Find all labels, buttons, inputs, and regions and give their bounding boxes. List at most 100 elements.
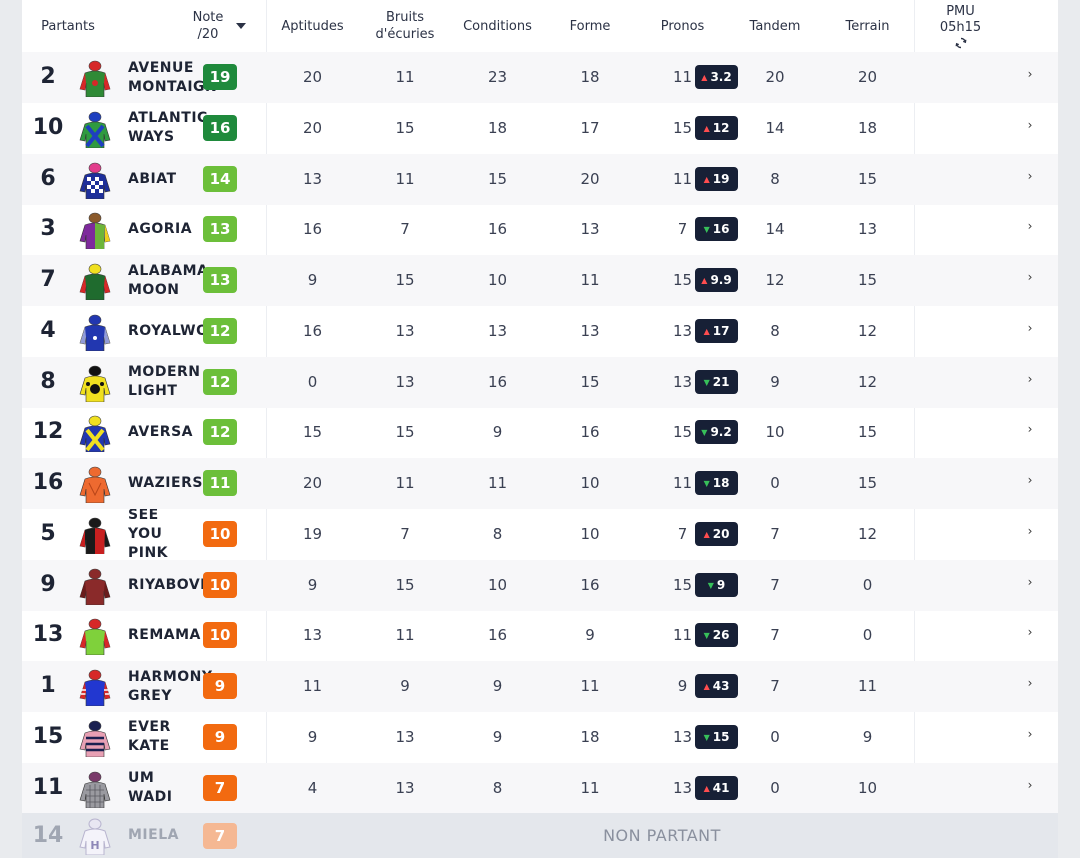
horse-name[interactable]: ATLANTIC WAYS xyxy=(128,110,208,146)
header-conditions[interactable]: Conditions xyxy=(463,18,532,34)
chevron-right-icon[interactable]: › xyxy=(1027,574,1033,589)
cell-conditions: 16 xyxy=(487,626,508,645)
header-forme[interactable]: Forme xyxy=(569,18,611,34)
odds-badge[interactable]: ▲ 3.2 xyxy=(695,65,738,89)
horse-name[interactable]: HARMONY GREY xyxy=(128,668,213,704)
horse-name[interactable]: REMAMA xyxy=(128,627,201,644)
odds-badge[interactable]: ▲ 43 xyxy=(695,674,738,698)
cell-conditions: 10 xyxy=(487,575,508,594)
table-row[interactable]: 7 ALABAMA MOON 13 9 15 10 11 15 12 15 ▲ 9.9 › xyxy=(22,255,1058,306)
horse-name[interactable]: ALABAMA MOON xyxy=(128,262,209,298)
horse-name[interactable]: MODERN LIGHT xyxy=(128,364,201,399)
table-row[interactable]: 3 AGORIA 13 16 7 16 13 7 14 13 ▼ 16 › xyxy=(22,204,1058,255)
note-badge: 11 xyxy=(203,470,237,496)
jockey-silk-icon xyxy=(79,212,111,250)
chevron-right-icon[interactable]: › xyxy=(1027,422,1033,437)
horse-name[interactable]: AGORIA xyxy=(128,221,193,238)
horse-name[interactable]: AVERSA xyxy=(128,424,193,441)
horse-number: 4 xyxy=(40,317,56,343)
cell-terrain: 12 xyxy=(857,524,878,543)
horse-name[interactable]: SEE YOU PINK xyxy=(128,508,169,560)
chevron-right-icon[interactable]: › xyxy=(1027,625,1033,640)
table-row[interactable]: 5 SEE YOU PINK 10 19 7 8 10 7 7 12 ▲ 20 › xyxy=(22,509,1058,560)
odds-badge[interactable]: ▲ 17 xyxy=(695,318,738,343)
chevron-right-icon[interactable]: › xyxy=(1027,523,1033,538)
odds-badge[interactable]: ▲ 19 xyxy=(695,166,738,191)
cell-tandem: 14 xyxy=(765,220,785,239)
header-pronos[interactable]: Pronos xyxy=(660,18,705,34)
chevron-right-icon[interactable]: › xyxy=(1027,676,1033,690)
chevron-right-icon[interactable]: › xyxy=(1027,168,1033,183)
cell-tandem: 10 xyxy=(765,423,785,442)
cell-forme: 20 xyxy=(580,169,600,188)
odds-badge[interactable]: ▼ 21 xyxy=(695,369,738,394)
cell-bruits: 11 xyxy=(395,68,415,86)
header-tandem[interactable]: Tandem xyxy=(749,18,801,34)
table-row[interactable]: 13 REMAMA 10 13 11 16 9 11 7 0 ▼ 26 › xyxy=(22,610,1058,661)
odds-badge[interactable]: ▲ 20 xyxy=(695,521,738,546)
header-aptitudes[interactable]: Aptitudes xyxy=(281,18,344,34)
table-row[interactable]: 9 RIYABOVKA 10 9 15 10 16 15 7 0 ▼ 9 › xyxy=(22,559,1058,611)
header-terrain[interactable]: Terrain xyxy=(845,18,890,34)
cell-terrain: 10 xyxy=(857,778,878,797)
odds-badge[interactable]: ▲ 12 xyxy=(695,115,738,140)
header-bruits[interactable]: Bruits d'écuries xyxy=(375,10,435,42)
horse-name[interactable]: EVER KATE xyxy=(128,719,171,755)
horse-number: 15 xyxy=(32,723,64,749)
odds-badge[interactable]: ▼ 9.2 xyxy=(695,420,738,445)
odds-badge[interactable]: ▼ 16 xyxy=(695,217,738,242)
horse-name[interactable]: UM WADI xyxy=(128,770,173,805)
chevron-right-icon[interactable]: › xyxy=(1027,473,1033,487)
table-row[interactable]: 2 AVENUE MONTAIGNE 19 20 11 23 18 11 20 20 ▲ 3.2 › xyxy=(22,52,1058,103)
odds-badge[interactable]: ▼ 9 xyxy=(695,572,738,597)
cell-tandem: 8 xyxy=(770,169,780,188)
jockey-silk-icon xyxy=(79,720,111,757)
chevron-right-icon[interactable]: › xyxy=(1027,777,1033,792)
chevron-right-icon[interactable]: › xyxy=(1027,67,1033,81)
table-row[interactable]: 11 UM WADI 7 4 13 8 11 13 0 10 ▲ 41 › xyxy=(22,762,1058,814)
cell-bruits: 15 xyxy=(395,271,415,289)
cell-tandem: 8 xyxy=(770,321,780,340)
chevron-right-icon[interactable]: › xyxy=(1027,270,1033,284)
cell-conditions: 13 xyxy=(487,321,508,340)
odds-badge[interactable]: ▼ 26 xyxy=(695,623,738,648)
table-row[interactable]: 1 HARMONY GREY 9 11 9 9 11 9 7 11 ▲ 43 › xyxy=(22,661,1058,712)
horse-name[interactable]: ROYALWOOD xyxy=(128,322,218,339)
header-note-label: Note xyxy=(192,10,224,25)
odds-badge[interactable]: ▼ 15 xyxy=(695,724,738,749)
table-row[interactable]: 4 ROYALWOOD121613131313812▲17› xyxy=(22,306,1058,357)
header-note-sort[interactable]: Note /20 xyxy=(174,0,266,52)
cell-pronos: 11 xyxy=(672,169,693,188)
table-row[interactable]: 12 AVERSA 12 15 15 9 16 15 10 15 ▼ 9.2 › xyxy=(22,407,1058,458)
horse-name[interactable]: AVENUE MONTAIGNE xyxy=(128,59,218,95)
table-row[interactable]: 10 ATLANTIC WAYS 16 20 15 18 17 15 14 18 ▲ 12 › xyxy=(22,103,1058,154)
refresh-icon[interactable] xyxy=(955,37,967,49)
cell-bruits: 11 xyxy=(395,169,415,188)
note-badge: 13 xyxy=(203,267,237,293)
chevron-right-icon[interactable]: › xyxy=(1027,320,1033,335)
jockey-silk-icon xyxy=(79,669,111,706)
cell-pronos: 11 xyxy=(672,626,693,645)
cell-forme: 11 xyxy=(580,271,600,289)
table-row[interactable]: 16 WAZIERS 11 20 11 11 10 11 0 15 ▼ 18 › xyxy=(22,458,1058,509)
chevron-right-icon[interactable]: › xyxy=(1027,726,1033,741)
odds-badge[interactable]: ▼ 18 xyxy=(695,471,738,495)
table-row[interactable]: 6 ABIAT 14 13 11 15 20 11 8 15 ▲ 19 › xyxy=(22,153,1058,205)
horse-number: 10 xyxy=(32,114,64,140)
cell-aptitudes: 20 xyxy=(302,118,323,137)
horse-name[interactable]: RIYABOVKA xyxy=(128,576,218,593)
cell-tandem: 14 xyxy=(765,118,785,137)
cell-forme: 11 xyxy=(580,778,600,797)
horse-name[interactable]: WAZIERS xyxy=(128,475,203,491)
trend-down-icon: ▼ xyxy=(703,732,710,742)
horse-name[interactable]: ABIAT xyxy=(128,170,177,187)
chevron-right-icon[interactable]: › xyxy=(1027,219,1033,234)
chevron-right-icon[interactable]: › xyxy=(1027,371,1033,386)
trend-up-icon: ▲ xyxy=(703,682,710,691)
table-row[interactable]: 8 MODERN LIGHT 12 0 13 16 15 13 9 12 ▼ 21 › xyxy=(22,356,1058,408)
odds-badge[interactable]: ▲ 41 xyxy=(695,775,738,800)
chevron-right-icon[interactable]: › xyxy=(1027,117,1033,132)
header-pmu[interactable]: PMU 05h15 xyxy=(914,0,1007,52)
odds-badge[interactable]: ▲ 9.9 xyxy=(695,268,738,292)
table-row[interactable]: 15 EVER KATE 9 9 13 9 18 13 0 9 ▼ 15 › xyxy=(22,712,1058,763)
